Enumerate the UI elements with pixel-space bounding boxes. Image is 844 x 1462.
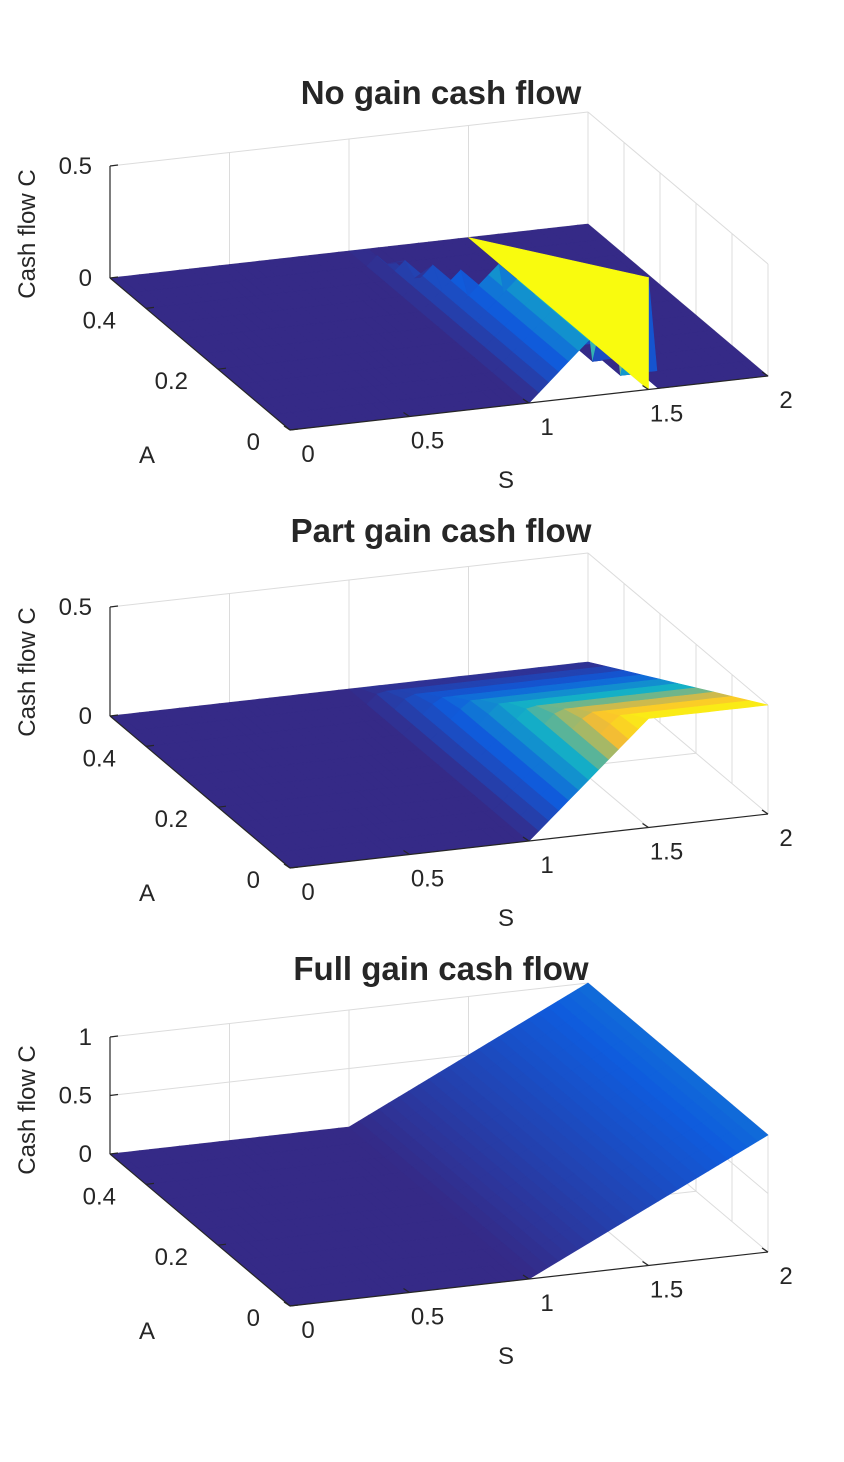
s-tick-label: 0.5	[411, 866, 444, 893]
c-tick-label: 0	[79, 1141, 92, 1168]
c-tick-mark	[109, 1152, 119, 1155]
c-tick-mark	[109, 1035, 119, 1038]
s-tick-label: 0	[301, 1317, 314, 1344]
a-tick-mark	[145, 306, 155, 309]
a-tick-label: 0.4	[83, 1183, 116, 1210]
s-tick-label: 1	[540, 1290, 553, 1317]
s-tick-label: 1.5	[650, 1277, 683, 1304]
c-axis-label: Cash flow C	[14, 1045, 41, 1174]
s-tick-mark	[642, 1261, 649, 1266]
s-tick-mark	[761, 1247, 769, 1253]
surface-cliff	[468, 237, 649, 391]
panel-1: 0 0.5 1 1.5 2 0 0.2 0.4 0 0.5 S A Cash flow C No gain…	[14, 74, 793, 494]
a-tick-label: 0.4	[83, 307, 116, 334]
s-tick-label: 0	[301, 879, 314, 906]
chart-title: No gain cash flow	[301, 74, 582, 111]
c-tick-label: 0	[79, 265, 92, 292]
a-axis-line	[109, 715, 291, 869]
s-tick-mark	[283, 863, 291, 869]
a-tick-label: 0.2	[155, 1244, 188, 1271]
s-tick-mark	[522, 836, 530, 842]
a-axis-label: A	[139, 442, 155, 469]
s-tick-mark	[403, 412, 410, 417]
c-tick-label: 0.5	[59, 153, 92, 180]
s-tick-mark	[522, 398, 530, 404]
s-tick-label: 0	[301, 441, 314, 468]
c-axis-label: Cash flow C	[14, 607, 41, 736]
chart-title: Full gain cash flow	[293, 950, 589, 987]
s-tick-mark	[283, 425, 291, 431]
s-tick-label: 1	[540, 414, 553, 441]
a-axis-line	[109, 1153, 291, 1307]
s-tick-mark	[761, 371, 769, 377]
surface-patch	[739, 1119, 769, 1142]
s-tick-label: 2	[779, 1263, 792, 1290]
c-tick-label: 0.5	[59, 594, 92, 621]
surface-patch	[739, 700, 769, 707]
s-tick-label: 1.5	[650, 839, 683, 866]
s-tick-label: 2	[779, 825, 792, 852]
s-tick-mark	[283, 1301, 291, 1307]
s-tick-label: 0.5	[411, 428, 444, 455]
a-tick-label: 0.2	[155, 806, 188, 833]
c-tick-mark	[109, 164, 119, 167]
surface	[109, 223, 769, 431]
s-tick-mark	[761, 809, 769, 815]
a-tick-mark	[217, 1243, 227, 1246]
c-axis-label: Cash flow C	[14, 169, 41, 298]
chart-title: Part gain cash flow	[291, 512, 592, 549]
c-tick-mark	[109, 276, 119, 279]
a-axis-line	[109, 277, 291, 431]
a-tick-mark	[217, 805, 227, 808]
a-axis-label: A	[139, 880, 155, 907]
s-tick-mark	[642, 823, 649, 828]
a-tick-mark	[289, 428, 299, 431]
a-axis-label: A	[139, 1318, 155, 1345]
c-tick-label: 0.5	[59, 1083, 92, 1110]
c-tick-mark	[109, 605, 119, 608]
a-tick-label: 0	[247, 429, 260, 456]
c-tick-label: 1	[79, 1024, 92, 1051]
axes	[109, 164, 769, 431]
panel-2: 0 0.5 1 1.5 2 0 0.2 0.4 0 0.5 S A Cash flow C Part ga…	[14, 512, 793, 932]
surface	[109, 661, 769, 869]
axes	[109, 1035, 769, 1307]
a-tick-mark	[289, 1304, 299, 1307]
s-axis-label: S	[498, 905, 514, 932]
a-tick-mark	[289, 866, 299, 869]
s-tick-mark	[403, 1288, 410, 1293]
surface	[109, 982, 769, 1307]
s-axis-label: S	[498, 467, 514, 494]
c-tick-mark	[109, 714, 119, 717]
axes	[109, 605, 769, 869]
s-tick-label: 1.5	[650, 401, 683, 428]
a-tick-mark	[145, 744, 155, 747]
a-tick-label: 0	[247, 867, 260, 894]
s-tick-label: 2	[779, 387, 792, 414]
s-tick-mark	[522, 1274, 530, 1280]
a-tick-label: 0.2	[155, 368, 188, 395]
a-tick-mark	[217, 367, 227, 370]
s-tick-mark	[403, 850, 410, 855]
a-tick-label: 0.4	[83, 745, 116, 772]
c-tick-label: 0	[79, 703, 92, 730]
s-tick-label: 0.5	[411, 1304, 444, 1331]
s-axis-label: S	[498, 1343, 514, 1370]
a-tick-mark	[145, 1182, 155, 1185]
s-tick-mark	[642, 385, 649, 390]
s-tick-label: 1	[540, 852, 553, 879]
c-tick-mark	[109, 1093, 119, 1097]
a-tick-label: 0	[247, 1305, 260, 1332]
